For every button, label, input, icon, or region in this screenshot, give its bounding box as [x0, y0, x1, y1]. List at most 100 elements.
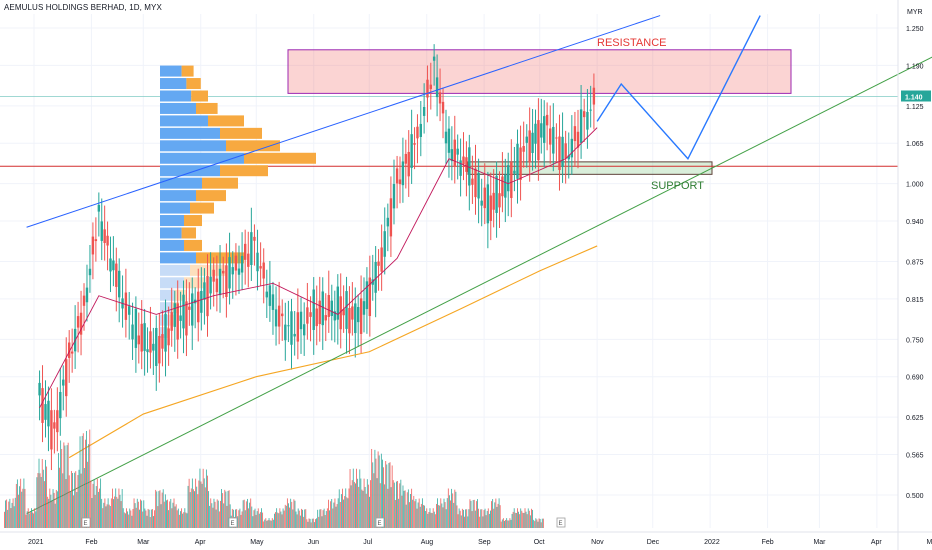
volume-bar — [477, 499, 478, 528]
volume-bar — [522, 512, 524, 528]
volume-bar — [81, 435, 83, 528]
profile-buy-bar — [160, 140, 226, 152]
price-tick-label: 1.190 — [906, 63, 924, 70]
volume-bar — [492, 499, 494, 528]
volume-bar — [73, 495, 75, 528]
volume-bar — [65, 479, 67, 528]
candle-body — [182, 294, 185, 329]
candle-body — [109, 258, 112, 272]
volume-bar — [396, 481, 397, 528]
candle-body — [468, 147, 471, 186]
candle-body — [179, 315, 182, 321]
profile-buy-bar — [160, 327, 166, 339]
volume-bar — [259, 512, 261, 528]
candle-body — [215, 278, 219, 293]
price-tick-label: 1.000 — [906, 182, 924, 189]
profile-buy-bar — [160, 102, 196, 114]
volume-bar — [75, 471, 77, 528]
profile-buy-bar — [160, 190, 196, 202]
volume-bar — [175, 504, 177, 528]
volume-bar — [32, 512, 33, 528]
volume-bar — [305, 509, 307, 528]
volume-bar — [345, 488, 347, 528]
volume-bar — [320, 509, 322, 528]
volume-bar — [212, 507, 214, 528]
volume-bar — [34, 508, 36, 528]
candle-body — [567, 155, 570, 160]
candle-body — [200, 290, 203, 313]
candle-body — [573, 126, 577, 142]
candle-body — [592, 87, 596, 105]
volume-bar — [301, 508, 302, 528]
candle-body — [410, 134, 413, 168]
volume-bar — [421, 498, 423, 528]
ma-short-line — [39, 127, 598, 409]
profile-sell-bar — [191, 90, 208, 102]
time-tick-label: Feb — [762, 539, 774, 546]
time-tick-label: Apr — [195, 539, 207, 546]
volume-bar — [18, 494, 19, 528]
volume-bar — [504, 520, 505, 528]
volume-bar — [124, 513, 126, 528]
volume-bar — [437, 498, 438, 528]
volume-bar — [490, 510, 491, 528]
volume-bar — [263, 521, 265, 528]
volume-bar — [43, 481, 45, 528]
volume-bar — [83, 468, 85, 528]
volume-bar — [211, 503, 213, 528]
volume-bar — [70, 470, 72, 528]
candle-body — [137, 335, 140, 345]
volume-bar — [142, 511, 144, 528]
time-tick-label: Mar — [137, 539, 150, 546]
candle-body — [368, 277, 372, 317]
candle-body — [510, 162, 513, 198]
volume-bar — [373, 473, 375, 528]
volume-bar — [292, 509, 294, 528]
volume-bar — [132, 508, 134, 528]
volume-bar — [487, 508, 489, 528]
profile-sell-bar — [220, 127, 262, 139]
candle-body — [82, 295, 86, 306]
profile-buy-bar — [160, 152, 244, 164]
profile-buy-bar — [160, 202, 190, 214]
volume-bar — [82, 433, 84, 528]
volume-bar — [374, 449, 376, 528]
volume-bar — [433, 511, 435, 528]
resistance-zone — [287, 49, 792, 94]
volume-bar — [337, 498, 339, 528]
volume-bar — [527, 508, 529, 528]
volume-bar — [96, 478, 98, 528]
candle-body — [262, 262, 265, 279]
volume-bar — [258, 513, 260, 528]
volume-bar — [177, 508, 179, 528]
volume-bar — [249, 502, 251, 528]
volume-bar — [16, 479, 18, 528]
volume-bar — [342, 488, 343, 528]
volume-bar — [533, 519, 535, 528]
candle-body — [65, 359, 68, 397]
volume-bar — [153, 516, 154, 528]
volume-bar — [524, 508, 526, 528]
volume-bar — [251, 506, 253, 528]
volume-bar — [198, 480, 200, 528]
volume-bar — [425, 510, 427, 528]
volume-bar — [307, 521, 309, 528]
volume-bar — [203, 478, 205, 528]
volume-bar — [269, 520, 271, 528]
volume-bar — [94, 494, 96, 528]
candle-body — [516, 143, 519, 179]
volume-bar — [511, 513, 513, 528]
candle-body — [377, 261, 380, 266]
volume-bar — [384, 484, 386, 528]
candle-body — [362, 301, 366, 315]
volume-bar — [285, 505, 287, 528]
profile-buy-bar — [160, 289, 175, 301]
volume-bar — [426, 508, 428, 528]
volume-bar — [217, 500, 219, 528]
candle-body — [345, 291, 348, 329]
volume-bar — [371, 448, 373, 528]
volume-bar — [26, 511, 28, 528]
candle-body — [534, 123, 537, 144]
volume-bar — [451, 488, 453, 528]
